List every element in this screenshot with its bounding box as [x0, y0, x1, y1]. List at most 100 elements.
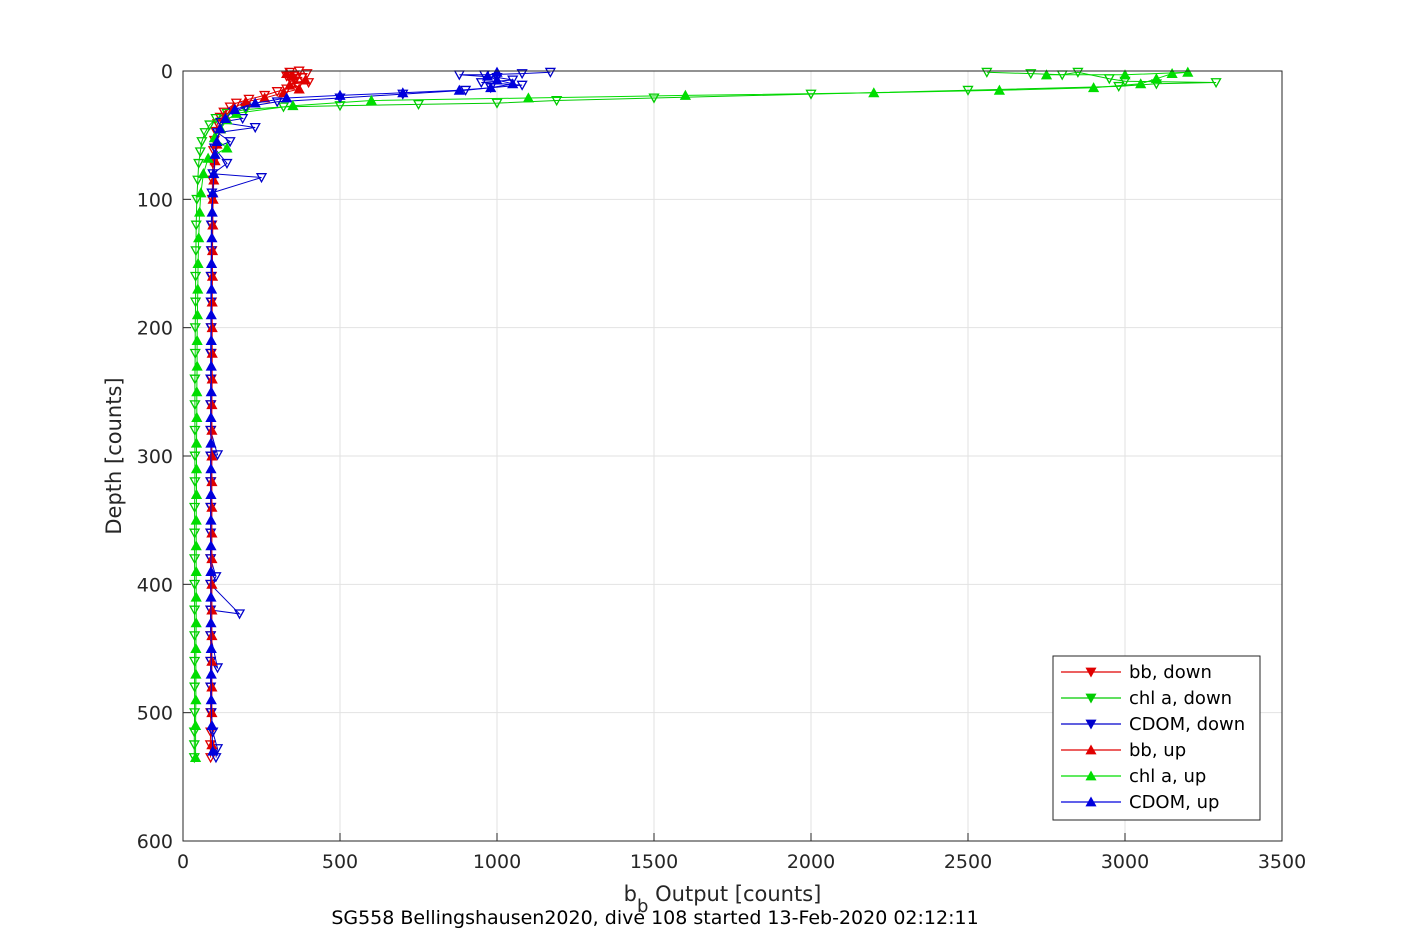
- y-tick-label: 400: [137, 574, 173, 596]
- data-point: [205, 360, 217, 371]
- legend-item: bb, up: [1061, 740, 1186, 761]
- axis-ticks: 0 500 1000 1500 2000 2500 3000 3500 0 100 200 300 40…: [137, 61, 1306, 873]
- data-point: [190, 694, 202, 705]
- data-point: [205, 334, 217, 345]
- data-point: [214, 123, 226, 134]
- data-point: [190, 642, 202, 653]
- data-point: [516, 69, 528, 80]
- legend-label: bb, down: [1129, 662, 1212, 683]
- data-point: [189, 751, 202, 763]
- legend-item: chl a, down: [1061, 688, 1232, 709]
- x-tick-label: 3500: [1258, 851, 1306, 873]
- data-point: [868, 87, 880, 98]
- data-point: [190, 437, 203, 448]
- data-point: [207, 219, 219, 230]
- data-point: [206, 681, 218, 692]
- data-point: [189, 682, 201, 693]
- data-point: [281, 92, 293, 103]
- data-point: [397, 87, 409, 98]
- data-point: [191, 309, 204, 320]
- data-point: [475, 78, 487, 89]
- data-point: [205, 488, 217, 499]
- data-point: [334, 89, 346, 100]
- data-point: [679, 89, 692, 100]
- data-point: [190, 565, 202, 576]
- data-point: [981, 67, 993, 78]
- data-point: [205, 309, 217, 320]
- data-point: [1210, 78, 1222, 89]
- data-point: [205, 411, 217, 422]
- data-point: [284, 79, 296, 90]
- data-point: [271, 87, 283, 98]
- data-point: [191, 386, 203, 397]
- data-point: [551, 96, 563, 107]
- data-point: [207, 193, 219, 204]
- y-tick-label: 100: [137, 189, 173, 211]
- legend-box: [1052, 655, 1261, 821]
- data-point: [206, 578, 218, 589]
- data-point: [205, 283, 218, 294]
- data-point: [219, 112, 231, 123]
- data-point: [194, 206, 206, 217]
- data-point: [507, 75, 519, 86]
- legend-label: chl a, up: [1129, 766, 1206, 787]
- data-point: [205, 540, 217, 551]
- data-point: [1166, 67, 1178, 79]
- data-point: [191, 334, 203, 345]
- data-point: [1150, 73, 1163, 84]
- data-point: [648, 93, 660, 104]
- legend-swatch-marker: [1085, 667, 1097, 678]
- data-point: [365, 94, 378, 105]
- data-point: [190, 463, 203, 474]
- data-point: [192, 257, 204, 268]
- data-point: [206, 206, 218, 217]
- legend-swatch-marker: [1085, 796, 1097, 807]
- data-point: [189, 631, 201, 642]
- data-point: [287, 100, 299, 111]
- data-point: [491, 66, 503, 77]
- data-point: [255, 173, 268, 184]
- data-point: [481, 70, 494, 81]
- data-point: [206, 373, 218, 384]
- data-point: [193, 158, 205, 170]
- data-point: [453, 84, 465, 95]
- data-point: [206, 553, 218, 564]
- data-point: [206, 399, 218, 410]
- data-point: [522, 92, 535, 103]
- data-point: [1072, 67, 1084, 78]
- data-point: [207, 187, 219, 198]
- data-point: [206, 604, 218, 615]
- data-point: [1182, 66, 1194, 77]
- x-axis-label-subscript: b: [637, 896, 648, 917]
- data-point: [189, 477, 201, 488]
- data-point: [194, 147, 206, 158]
- data-point: [485, 82, 497, 93]
- data-point: [190, 220, 202, 231]
- data-point: [209, 148, 221, 159]
- data-point: [206, 450, 218, 461]
- data-point: [206, 424, 218, 435]
- y-tick-label: 0: [161, 61, 173, 83]
- data-point: [271, 97, 283, 108]
- legend-item: CDOM, down: [1061, 714, 1245, 735]
- data-point: [237, 114, 249, 125]
- data-point: [192, 283, 204, 294]
- data-point: [544, 67, 556, 78]
- data-point: [805, 89, 817, 100]
- data-point: [192, 175, 204, 186]
- data-point: [189, 605, 201, 616]
- data-point: [459, 85, 472, 96]
- legend-label: chl a, down: [1129, 688, 1232, 709]
- data-point: [190, 540, 202, 551]
- y-tick-label: 300: [137, 446, 173, 468]
- data-point: [224, 137, 236, 148]
- data-point: [1025, 69, 1037, 80]
- x-tick-label: 500: [322, 851, 358, 873]
- data-point: [191, 360, 203, 371]
- data-point: [206, 719, 218, 730]
- legend-swatch-marker: [1085, 719, 1097, 730]
- y-tick-label: 200: [137, 318, 173, 340]
- data-point: [204, 120, 216, 131]
- legend-label: bb, up: [1129, 740, 1186, 761]
- data-point: [190, 488, 203, 499]
